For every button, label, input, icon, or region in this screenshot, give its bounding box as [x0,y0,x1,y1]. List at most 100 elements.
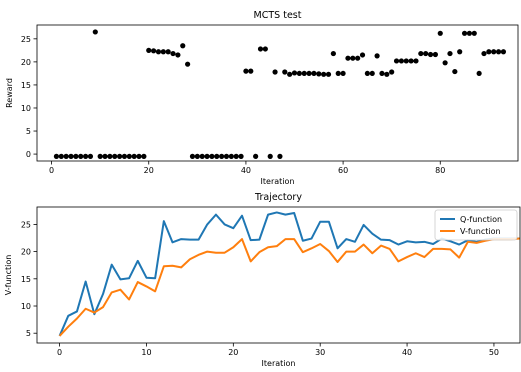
legend-label: V-function [460,227,501,236]
data-point [68,153,74,159]
data-point [233,153,239,159]
data-point [180,43,186,49]
data-point [58,153,64,159]
x-axis-label: Iteration [261,177,295,186]
data-point [466,30,473,36]
data-point [199,153,205,159]
y-tick-label: 25 [21,35,31,44]
data-point [282,69,288,75]
legend-box [434,209,518,241]
data-point [437,30,443,36]
data-point [219,153,225,159]
chart-title: MCTS test [254,10,302,21]
y-tick-label: 20 [21,58,31,67]
data-point [423,50,429,57]
data-point [287,71,293,77]
data-point [126,153,132,159]
x-tick-label: 20 [228,348,238,357]
legend-label: Q-function [460,215,502,224]
data-point [257,46,264,52]
data-point [272,69,278,75]
chart-title: Trajectory [254,192,302,203]
data-point [325,71,332,77]
x-tick-label: 40 [241,166,251,175]
data-point [277,153,283,159]
data-point [447,50,453,57]
data-point [102,153,108,159]
data-point [389,69,395,75]
x-tick-label: 80 [435,166,445,175]
data-point [131,153,137,159]
data-point [209,153,215,159]
y-tick-label: 5 [26,127,31,136]
data-point [73,153,79,159]
data-point [321,71,327,77]
data-point [461,30,468,36]
data-point [500,49,507,55]
data-point [112,153,118,159]
legend: Q-function V-function [434,209,518,241]
data-point [53,153,60,159]
data-point [87,153,94,159]
x-axis-label: Iteration [262,359,296,368]
x-tick-label: 40 [402,348,412,357]
data-point [316,71,322,77]
data-point [194,153,200,159]
data-point [151,48,157,54]
data-point [296,70,302,77]
data-point [457,49,463,55]
data-point [189,153,196,159]
axes-frame [36,24,519,162]
y-axis-label: Reward [5,78,14,108]
y-tick-label: 10 [21,302,31,311]
data-point [330,50,336,57]
data-point [223,153,230,159]
data-point [393,58,400,64]
data-point [359,52,366,58]
data-point [369,70,375,77]
data-point [364,70,370,77]
data-point [374,53,380,59]
data-point [170,50,176,57]
y-tick-label: 20 [21,248,31,257]
data-point [92,29,98,35]
data-point [418,50,424,57]
data-point [301,70,307,77]
chart-panel-2: Trajectory 0 10 20 30 40 50 5 10 15 20 25 Iteration V… [4,192,521,368]
data-point [116,153,123,159]
data-point [476,70,482,77]
series-line-v-function [58,237,520,337]
x-tick-label: 20 [144,166,154,175]
data-point [146,47,152,53]
x-tick-label: 50 [489,348,499,357]
data-point [427,51,434,58]
data-point [291,70,298,76]
data-point [486,49,492,55]
data-point [495,49,502,55]
data-point [165,49,171,55]
data-point [238,153,244,159]
data-point [350,55,356,61]
data-point [408,58,414,64]
data-point [481,50,487,57]
x-tick-label: 10 [141,348,151,357]
data-point [452,68,458,75]
data-point [379,70,385,77]
y-tick-label: 5 [26,329,31,338]
data-point [248,68,254,74]
data-point [403,58,409,64]
y-tick-label: 25 [21,220,31,229]
data-point [243,68,249,74]
data-point [228,153,234,159]
data-point [175,52,181,58]
x-tick-label: 30 [315,348,325,357]
data-point [141,153,147,159]
y-tick-label: 10 [21,104,31,113]
data-point [136,153,142,159]
data-point [432,51,439,58]
data-point [121,153,128,159]
data-point [384,71,390,77]
chart-panel-1: MCTS test 0 20 40 60 80 0 5 10 15 20 25 Iteration Rew… [5,10,519,186]
x-tick-label: 0 [57,348,62,357]
